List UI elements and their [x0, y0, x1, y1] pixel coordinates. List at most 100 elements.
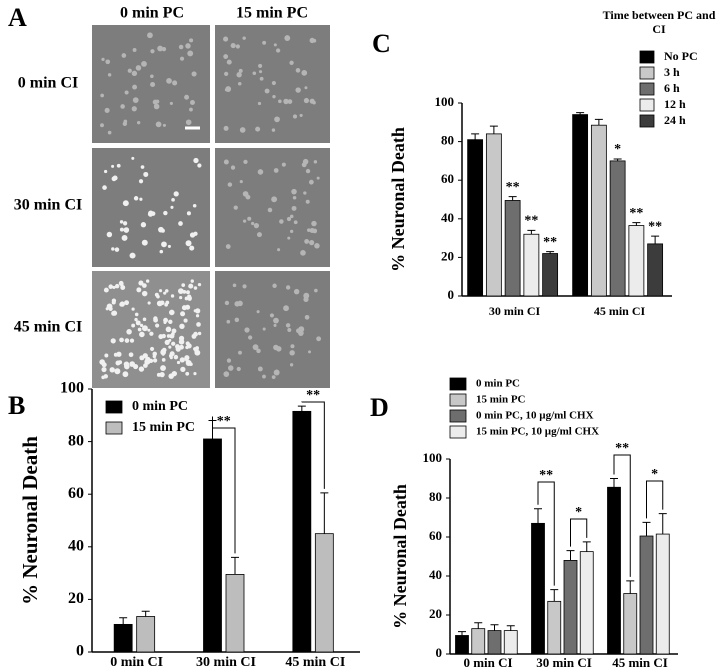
legend-swatch [639, 82, 655, 96]
cell [186, 211, 191, 216]
bar [609, 160, 626, 297]
cell [101, 366, 107, 373]
cell [135, 65, 142, 71]
cell [292, 114, 298, 119]
cell [256, 310, 260, 314]
cell [131, 106, 137, 112]
cell [156, 294, 160, 299]
cell [223, 371, 230, 377]
y-tick-label: 80 [429, 489, 442, 504]
cell [281, 162, 286, 167]
cell [316, 176, 320, 180]
cell [112, 285, 116, 290]
y-tick-label: 100 [60, 380, 84, 397]
cell [100, 123, 104, 128]
cell [257, 169, 264, 175]
cell [159, 300, 165, 306]
y-tick-label: 40 [429, 567, 442, 582]
cell [143, 171, 149, 177]
cell [234, 317, 240, 323]
bar [542, 253, 559, 297]
cell [131, 70, 138, 77]
significance-bracket [301, 401, 325, 489]
cell [179, 344, 184, 350]
cell [293, 220, 298, 225]
cell [178, 44, 184, 50]
cell [144, 358, 151, 365]
cell [129, 252, 136, 259]
cell [308, 350, 312, 354]
cell [309, 240, 315, 246]
error-bar [594, 118, 603, 126]
cell [186, 343, 192, 349]
cell [182, 289, 187, 294]
cell [153, 317, 158, 323]
cell [264, 88, 270, 94]
cell [179, 56, 185, 61]
cell [164, 339, 170, 345]
cell [116, 163, 121, 168]
x-tick-label: 45 min CI [285, 655, 345, 670]
bar [523, 233, 540, 297]
cell [108, 284, 114, 289]
cell [165, 289, 169, 293]
cell [256, 348, 261, 354]
cell [287, 99, 293, 104]
cell [108, 306, 113, 311]
error-bar [320, 492, 329, 534]
cell [139, 331, 145, 338]
cell [195, 314, 200, 318]
cell [135, 320, 141, 326]
cell [166, 77, 172, 84]
cell [193, 286, 198, 290]
bar [136, 616, 156, 653]
cell [289, 60, 294, 65]
panel-label: B [8, 391, 25, 420]
bar [467, 139, 484, 297]
cell [273, 317, 279, 324]
cell [120, 285, 126, 290]
error-bar [534, 508, 542, 524]
cell [184, 296, 189, 301]
cell [118, 360, 123, 365]
error-bar [626, 580, 635, 594]
cell [236, 366, 241, 372]
cell [187, 296, 192, 301]
bar [579, 551, 594, 655]
cell [228, 365, 234, 371]
cell [314, 288, 318, 293]
error-bar [642, 521, 651, 537]
bar [531, 522, 545, 655]
cell [119, 220, 124, 224]
cell [161, 333, 166, 339]
cell [311, 220, 317, 227]
cell [301, 70, 308, 76]
cell [109, 367, 115, 373]
cell [189, 232, 196, 238]
cell [168, 309, 175, 316]
error-bar [119, 617, 128, 625]
legend-swatch [449, 393, 467, 407]
cell [251, 221, 255, 226]
cell [283, 305, 289, 312]
x-tick-label: 30 min CI [536, 655, 592, 670]
cell [189, 245, 195, 251]
cell [177, 288, 184, 295]
cell [252, 71, 257, 76]
cell [223, 54, 229, 59]
error-bar [141, 610, 150, 617]
legend-swatch [449, 425, 467, 439]
legend-swatch [639, 66, 655, 80]
cell [291, 205, 297, 211]
cell [111, 310, 117, 316]
cell [113, 352, 118, 357]
cell [119, 302, 124, 307]
legend-label: 3 h [664, 65, 680, 79]
cell [295, 68, 301, 73]
cell [155, 99, 160, 104]
cell [233, 205, 238, 210]
y-tick-label: 20 [429, 606, 442, 621]
cell [290, 344, 295, 349]
cell [287, 328, 292, 332]
